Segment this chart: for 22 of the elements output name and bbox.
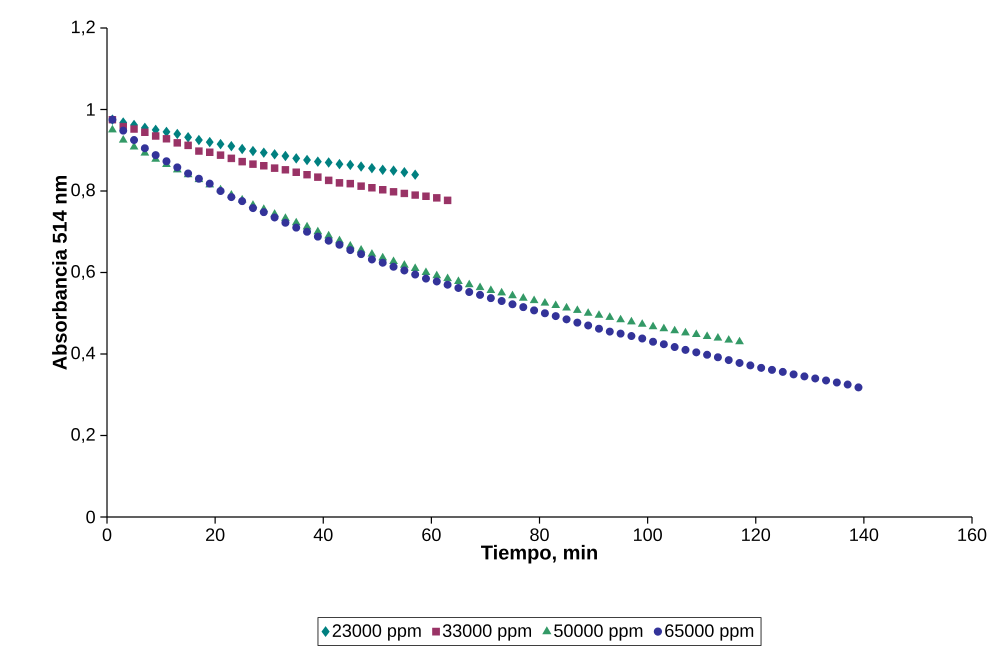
y-tick-label: 0,4 bbox=[71, 346, 96, 362]
legend-label: 33000 ppm bbox=[442, 624, 532, 641]
y-tick-label: 0,2 bbox=[71, 428, 95, 443]
x-axis-title: Tiempo, min bbox=[481, 544, 597, 564]
x-tick-label: 80 bbox=[530, 528, 549, 542]
legend-label: 50000 ppm bbox=[554, 624, 642, 641]
x-tick-label: 120 bbox=[742, 528, 770, 542]
y-tick-label: 0,8 bbox=[71, 184, 95, 198]
x-tick-label: 100 bbox=[634, 528, 662, 542]
y-tick-label: 1,2 bbox=[72, 20, 95, 36]
y-tick-label: 0,6 bbox=[71, 265, 95, 280]
x-tick-label: 60 bbox=[422, 528, 441, 542]
x-tick-label: 40 bbox=[314, 528, 333, 542]
x-tick-label: 20 bbox=[206, 528, 224, 542]
legend-label: 23000 ppm bbox=[332, 624, 421, 641]
x-tick-label: 140 bbox=[850, 528, 878, 542]
y-tick-label: 0 bbox=[86, 510, 95, 524]
y-axis-title: Absorbancia 514 nm bbox=[52, 176, 67, 370]
x-tick-label: 160 bbox=[958, 528, 986, 542]
legend-label: 65000 ppm bbox=[665, 624, 754, 641]
x-tick-label: 0 bbox=[102, 528, 112, 542]
y-tick-label: 1 bbox=[87, 103, 95, 116]
